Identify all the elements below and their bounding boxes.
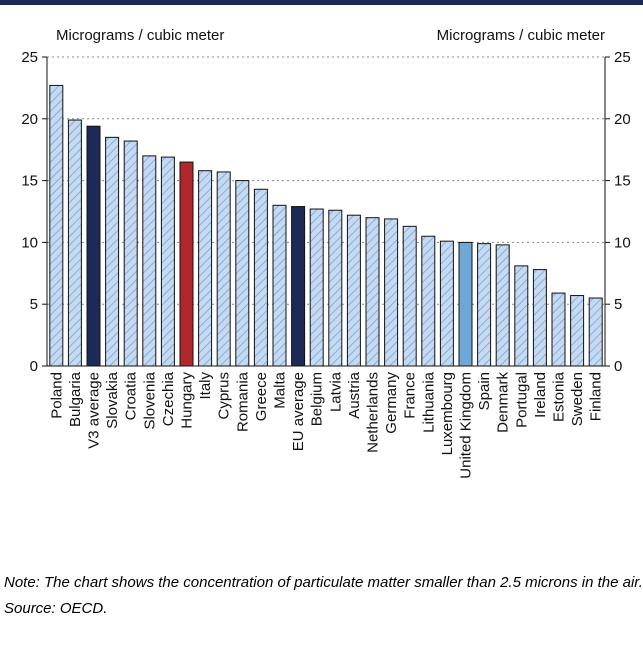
- y2-tick-label: 25: [614, 49, 631, 66]
- bar: [365, 217, 380, 367]
- y2-tick-label: 0: [614, 358, 622, 375]
- bar: [570, 295, 585, 367]
- x-tick-label: Luxembourg: [439, 372, 456, 455]
- x-tick-label: Slovakia: [104, 371, 121, 428]
- bar: [272, 204, 287, 367]
- x-tick-label: Italy: [197, 372, 214, 400]
- bar: [253, 188, 268, 367]
- y-tick-label: 5: [30, 296, 38, 313]
- x-tick-label: Austria: [346, 371, 363, 418]
- x-tick-label: Ireland: [532, 372, 549, 418]
- y2-tick-label: 15: [614, 173, 631, 190]
- bar: [160, 156, 175, 367]
- x-tick-label: Denmark: [495, 372, 512, 433]
- x-tick-label: Cyprus: [216, 372, 233, 420]
- x-tick-label: Latvia: [327, 371, 344, 412]
- bar: [105, 136, 120, 367]
- bar: [309, 208, 324, 367]
- x-tick-label: Estonia: [551, 371, 568, 422]
- y2-axis-label: Micrograms / cubic meter: [437, 27, 605, 44]
- x-tick-label: France: [402, 372, 419, 419]
- bar: [235, 180, 250, 367]
- y2-tick-label: 20: [614, 111, 631, 128]
- bar: [421, 235, 436, 367]
- x-tick-label: Netherlands: [365, 372, 382, 453]
- bar: [477, 243, 492, 367]
- bar: [402, 225, 417, 367]
- bar: [384, 218, 399, 367]
- bar: [439, 240, 454, 367]
- bar: [495, 244, 510, 367]
- note: Note: The chart shows the concentration …: [4, 574, 643, 591]
- bar: [551, 292, 566, 367]
- x-tick-label: EU average: [290, 372, 307, 451]
- y2-tick-label: 5: [614, 296, 622, 313]
- bar: [458, 241, 473, 367]
- x-tick-label: Poland: [48, 372, 65, 419]
- x-tick-label: Croatia: [123, 371, 140, 420]
- bar: [142, 155, 157, 367]
- x-tick-label: Belgium: [309, 372, 326, 426]
- y-tick-label: 10: [21, 234, 38, 251]
- x-tick-label: Romania: [234, 371, 251, 432]
- x-tick-label: Germany: [383, 372, 400, 434]
- x-tick-label: United Kingdom: [458, 372, 475, 479]
- bar: [179, 161, 194, 367]
- bar: [328, 209, 343, 367]
- x-tick-label: Finland: [588, 372, 605, 421]
- bar: [216, 171, 231, 367]
- source: Source: OECD.: [4, 600, 108, 617]
- bar: [67, 119, 82, 367]
- x-tick-label: Czechia: [160, 371, 177, 426]
- bar: [123, 140, 138, 367]
- y-tick-label: 15: [21, 173, 38, 190]
- bar: [86, 125, 101, 367]
- bar: [588, 297, 603, 367]
- bar: [514, 265, 529, 367]
- x-tick-label: Sweden: [569, 372, 586, 426]
- y-tick-label: 20: [21, 111, 38, 128]
- bar: [346, 214, 361, 367]
- x-tick-label: V3 average: [86, 372, 103, 449]
- x-tick-label: Spain: [476, 372, 493, 410]
- bar: [49, 84, 64, 367]
- x-tick-label: Lithuania: [420, 371, 437, 433]
- bar: [532, 269, 547, 367]
- y-axis-label: Micrograms / cubic meter: [56, 27, 224, 44]
- top-bar: [0, 0, 643, 5]
- y-tick-label: 25: [21, 49, 38, 66]
- x-tick-label: Malta: [272, 371, 289, 408]
- notes: Note: The chart shows the concentration …: [4, 574, 643, 617]
- bar: [291, 206, 306, 367]
- x-tick-label: Slovenia: [141, 371, 158, 429]
- x-tick-label: Portugal: [513, 372, 530, 428]
- x-tick-label: Bulgaria: [67, 371, 84, 427]
- y2-tick-label: 10: [614, 234, 631, 251]
- x-tick-label: Greece: [253, 372, 270, 421]
- x-tick-label: Hungary: [179, 372, 196, 429]
- y-tick-label: 0: [30, 358, 38, 375]
- bar: [198, 170, 213, 367]
